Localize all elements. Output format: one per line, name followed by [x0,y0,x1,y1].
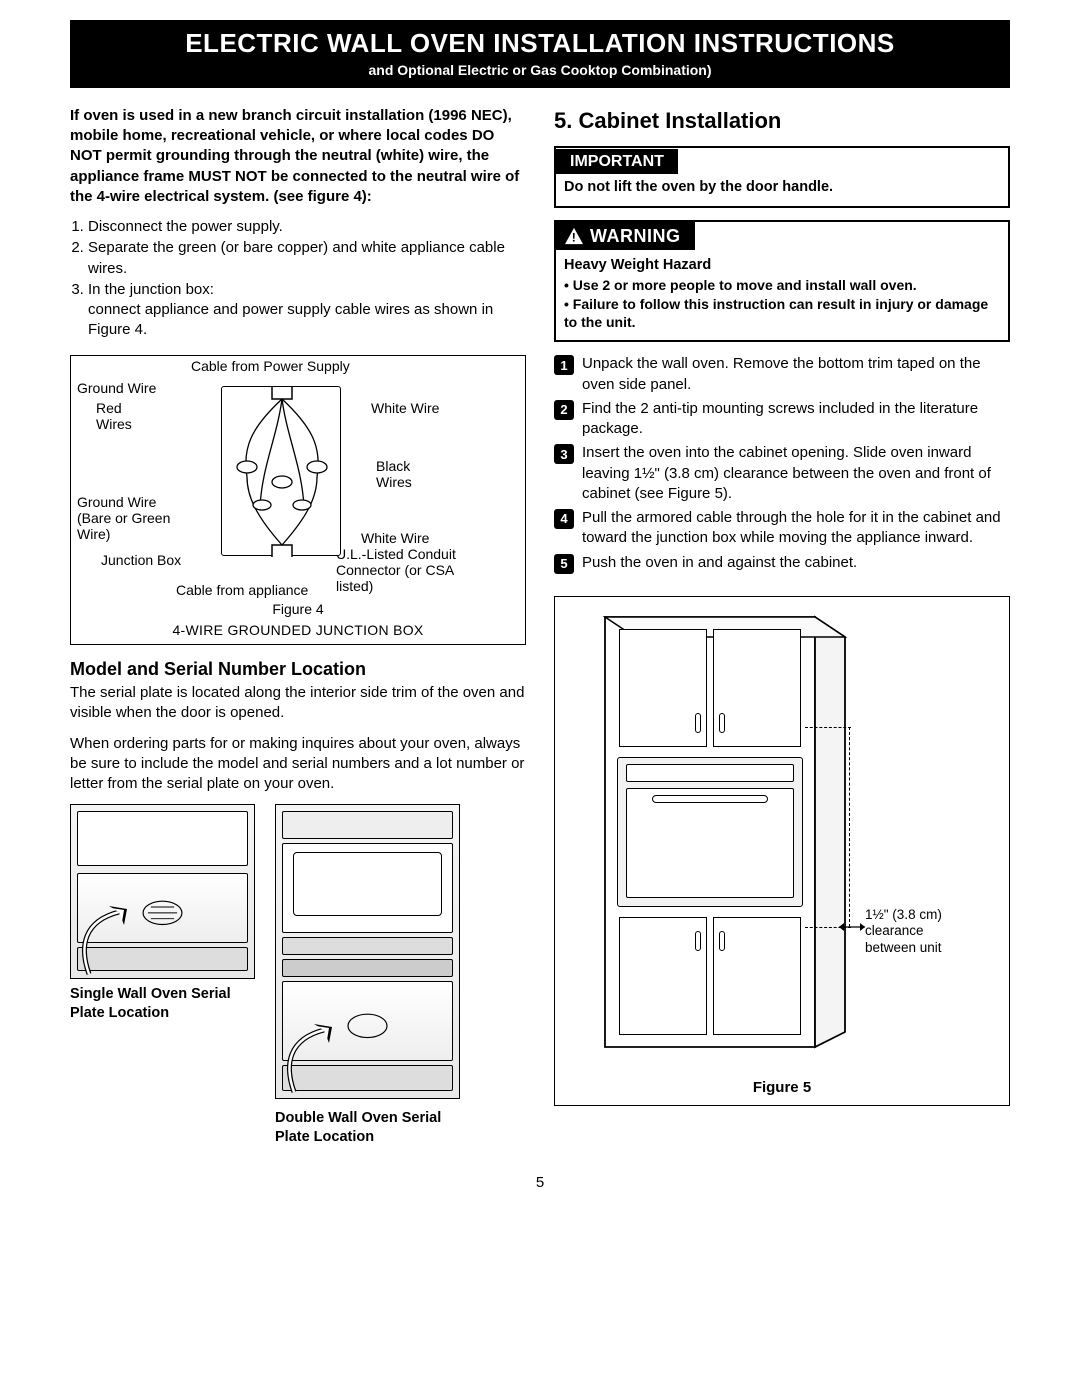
wires-icon [222,387,342,557]
warning-list: Use 2 or more people to move and install… [564,276,1000,333]
label-white-wire-top: White Wire [371,400,439,416]
arrow-icon [79,906,139,976]
list-item: 1Unpack the wall oven. Remove the bottom… [554,354,1010,395]
label-ground-wire: Ground Wire [77,380,156,396]
svg-text:!: ! [572,231,577,245]
page-number: 5 [70,1173,1010,1193]
fig5-note: 1½" (3.8 cm) clearance between unit [865,907,975,958]
double-caption: Double Wall Oven Serial Plate Location [275,1109,460,1147]
warning-box: ! WARNING Heavy Weight Hazard Use 2 or m… [554,220,1010,343]
model-p1: The serial plate is located along the in… [70,683,526,724]
warning-icon: ! [564,227,584,245]
important-label: IMPORTANT [556,149,678,175]
arrow-icon [284,1024,344,1094]
step-3-cont: connect appliance and power supply cable… [88,301,493,338]
single-oven-icon [70,804,255,979]
install-steps: 1Unpack the wall oven. Remove the bottom… [554,354,1010,573]
label-cable-ps: Cable from Power Supply [191,358,350,374]
wiring-steps: Disconnect the power supply. Separate th… [70,217,526,341]
figure-4: Cable from Power Supply Ground Wire Red … [70,355,526,645]
model-heading: Model and Serial Number Location [70,657,526,681]
warning-item: Use 2 or more people to move and install… [564,276,1000,295]
junction-box-icon [221,386,341,556]
cabinet-icon [605,617,825,1057]
list-item: 2Find the 2 anti-tip mounting screws inc… [554,399,1010,440]
double-oven-block [275,804,460,1099]
step-1: Disconnect the power supply. [88,217,526,237]
label-ground-bare: Ground Wire (Bare or Green Wire) [77,494,187,542]
warning-heading: Heavy Weight Hazard [564,256,1000,276]
warning-label: ! WARNING [556,222,695,250]
page-title: ELECTRIC WALL OVEN INSTALLATION INSTRUCT… [70,26,1010,61]
page-subtitle: and Optional Electric or Gas Cooktop Com… [70,61,1010,80]
right-column: 5. Cabinet Installation IMPORTANT Do not… [554,106,1010,1147]
label-white-wire-bot: White Wire [361,530,429,546]
label-ul-conduit: U.L.-Listed Conduit Connector (or CSA li… [336,546,476,594]
fig4-number: Figure 4 [272,601,323,617]
fig5-caption: Figure 5 [555,1078,1009,1098]
single-caption: Single Wall Oven Serial Plate Location [70,985,255,1023]
important-text: Do not lift the oven by the door handle. [564,178,1000,198]
model-p2: When ordering parts for or making inquir… [70,734,526,795]
title-bar: ELECTRIC WALL OVEN INSTALLATION INSTRUCT… [70,20,1010,88]
double-oven-icon [275,804,460,1099]
figure-5: 1½" (3.8 cm) clearance between unit Figu… [554,596,1010,1106]
list-item: 4Pull the armored cable through the hole… [554,508,1010,549]
left-column: If oven is used in a new branch circuit … [70,106,526,1147]
list-item: 3Insert the oven into the cabinet openin… [554,443,1010,504]
list-item: 5Push the oven in and against the cabine… [554,553,1010,574]
section-heading: 5. Cabinet Installation [554,106,1010,136]
label-black-wires: Black Wires [376,458,436,490]
fig4-title: 4-WIRE GROUNDED JUNCTION BOX [172,622,423,638]
label-red-wires: Red Wires [96,400,146,432]
step-3: In the junction box: connect appliance a… [88,280,526,341]
lead-paragraph: If oven is used in a new branch circuit … [70,106,526,207]
important-box: IMPORTANT Do not lift the oven by the do… [554,146,1010,208]
step-2: Separate the green (or bare copper) and … [88,238,526,279]
label-cable-appliance: Cable from appliance [176,582,308,598]
label-junction-box: Junction Box [101,552,181,568]
warning-item: Failure to follow this instruction can r… [564,295,1000,333]
single-oven-block: Single Wall Oven Serial Plate Location [70,804,255,1023]
